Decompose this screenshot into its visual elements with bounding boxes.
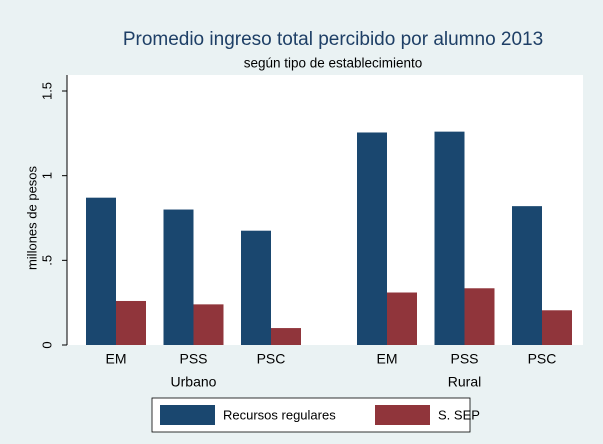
- bar: [387, 292, 417, 345]
- legend-swatch: [160, 405, 215, 425]
- y-tick-label: .5: [39, 255, 54, 266]
- bar: [241, 230, 271, 345]
- x-tick-label: PSC: [528, 351, 557, 367]
- x-tick-label: EM: [106, 351, 127, 367]
- bar: [434, 131, 465, 345]
- y-tick-label: 0: [39, 341, 54, 348]
- y-axis-label: millones de pesos: [24, 165, 39, 270]
- x-tick-label: EM: [377, 351, 398, 367]
- bar: [357, 132, 387, 345]
- bar: [163, 209, 194, 345]
- group-label: Urbano: [171, 374, 217, 390]
- y-tick-label: 1: [39, 172, 54, 179]
- y-tick-label: 1.5: [39, 82, 54, 100]
- x-tick-label: PSS: [450, 351, 478, 367]
- legend-label: S. SEP: [438, 407, 480, 422]
- group-label: Rural: [448, 374, 481, 390]
- bar: [542, 310, 572, 345]
- bar: [464, 288, 495, 345]
- x-tick-label: PSC: [257, 351, 286, 367]
- bar: [271, 328, 301, 345]
- chart-subtitle: según tipo de establecimiento: [244, 56, 423, 71]
- legend-swatch: [375, 405, 430, 425]
- bar: [193, 304, 224, 345]
- bar: [512, 206, 542, 345]
- chart-title: Promedio ingreso total percibido por alu…: [123, 29, 543, 50]
- plot-area: [67, 75, 583, 345]
- bar: [86, 197, 116, 345]
- legend-label: Recursos regulares: [223, 407, 336, 422]
- bar: [116, 300, 146, 345]
- x-tick-label: PSS: [179, 351, 207, 367]
